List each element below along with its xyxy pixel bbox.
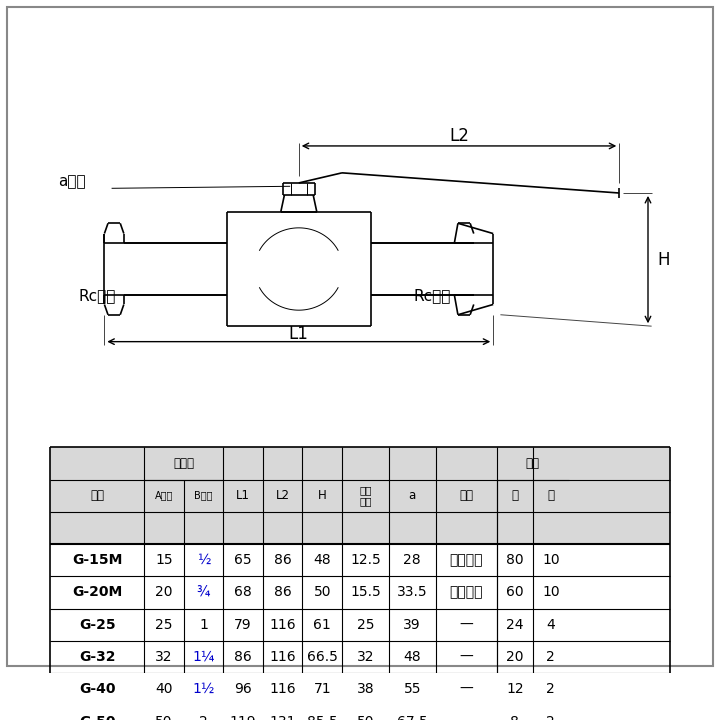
Text: 備考: 備考 xyxy=(459,489,473,502)
Text: 1½: 1½ xyxy=(192,683,215,696)
Text: メッキ付: メッキ付 xyxy=(449,585,483,600)
Text: 50: 50 xyxy=(155,715,173,720)
Text: 2: 2 xyxy=(199,715,208,720)
Text: a八角: a八角 xyxy=(58,174,86,189)
Text: Rcねじ: Rcねじ xyxy=(413,289,451,303)
Text: 66.5: 66.5 xyxy=(307,650,338,664)
Text: 116: 116 xyxy=(269,650,296,664)
Text: 入数: 入数 xyxy=(526,457,540,470)
Text: G-50: G-50 xyxy=(79,715,115,720)
Text: H: H xyxy=(318,489,327,502)
Text: 24: 24 xyxy=(506,618,523,631)
Text: 10: 10 xyxy=(542,585,559,600)
Text: Rcねじ: Rcねじ xyxy=(78,289,116,303)
Text: ¾: ¾ xyxy=(197,585,210,600)
Text: a: a xyxy=(408,489,416,502)
Text: 79: 79 xyxy=(234,618,252,631)
Text: 10: 10 xyxy=(542,553,559,567)
Text: 50: 50 xyxy=(356,715,374,720)
Text: 32: 32 xyxy=(155,650,173,664)
Text: —: — xyxy=(459,650,473,664)
Text: 4: 4 xyxy=(546,618,555,631)
Text: 品番: 品番 xyxy=(90,489,104,502)
Text: 96: 96 xyxy=(234,683,252,696)
Text: 12.5: 12.5 xyxy=(350,553,381,567)
Text: 25: 25 xyxy=(356,618,374,631)
Text: 116: 116 xyxy=(269,618,296,631)
Text: B呼称: B呼称 xyxy=(194,490,212,500)
Text: L1: L1 xyxy=(289,325,309,343)
Text: 131: 131 xyxy=(269,715,296,720)
Text: L1: L1 xyxy=(236,489,250,502)
Text: 68: 68 xyxy=(234,585,252,600)
Text: —: — xyxy=(459,683,473,696)
Text: G-25: G-25 xyxy=(79,618,115,631)
Text: 86: 86 xyxy=(234,650,252,664)
Text: L2: L2 xyxy=(276,489,289,502)
Text: 48: 48 xyxy=(403,650,421,664)
Text: 67.5: 67.5 xyxy=(397,715,428,720)
Text: 2: 2 xyxy=(546,715,555,720)
Text: 86: 86 xyxy=(274,553,292,567)
Text: 38: 38 xyxy=(356,683,374,696)
Text: 71: 71 xyxy=(313,683,331,696)
Text: ½: ½ xyxy=(197,553,210,567)
Text: 85.5: 85.5 xyxy=(307,715,338,720)
Text: 28: 28 xyxy=(403,553,421,567)
Text: 大: 大 xyxy=(511,489,518,502)
Text: 小: 小 xyxy=(547,489,554,502)
Text: A呼称: A呼称 xyxy=(155,490,173,500)
Text: 最小
内径: 最小 内径 xyxy=(359,485,372,506)
Text: —: — xyxy=(459,715,473,720)
Text: 50: 50 xyxy=(313,585,331,600)
Text: 33.5: 33.5 xyxy=(397,585,428,600)
Text: 20: 20 xyxy=(506,650,523,664)
Text: G-15M: G-15M xyxy=(72,553,122,567)
Text: 48: 48 xyxy=(313,553,331,567)
Text: 1¼: 1¼ xyxy=(192,650,215,664)
Text: 25: 25 xyxy=(155,618,173,631)
Text: 2: 2 xyxy=(546,650,555,664)
Text: 55: 55 xyxy=(403,683,421,696)
Text: 40: 40 xyxy=(155,683,173,696)
Text: L2: L2 xyxy=(449,127,469,145)
Text: —: — xyxy=(459,618,473,631)
Text: 65: 65 xyxy=(234,553,252,567)
FancyBboxPatch shape xyxy=(50,447,670,544)
Text: 116: 116 xyxy=(269,683,296,696)
Text: 2: 2 xyxy=(546,683,555,696)
Text: 60: 60 xyxy=(506,585,523,600)
Text: メッキ付: メッキ付 xyxy=(449,553,483,567)
Text: 20: 20 xyxy=(155,585,173,600)
Text: 39: 39 xyxy=(403,618,421,631)
Text: 15.5: 15.5 xyxy=(350,585,381,600)
Text: 86: 86 xyxy=(274,585,292,600)
Text: 呼び径: 呼び径 xyxy=(173,457,194,470)
Text: 119: 119 xyxy=(230,715,256,720)
Text: G-32: G-32 xyxy=(79,650,115,664)
Text: 80: 80 xyxy=(506,553,523,567)
Text: 32: 32 xyxy=(356,650,374,664)
Text: H: H xyxy=(657,251,670,269)
Text: 61: 61 xyxy=(313,618,331,631)
Text: 12: 12 xyxy=(506,683,523,696)
Text: G-40: G-40 xyxy=(79,683,115,696)
Text: 15: 15 xyxy=(155,553,173,567)
Text: 1: 1 xyxy=(199,618,208,631)
Text: 8: 8 xyxy=(510,715,519,720)
Text: G-20M: G-20M xyxy=(72,585,122,600)
